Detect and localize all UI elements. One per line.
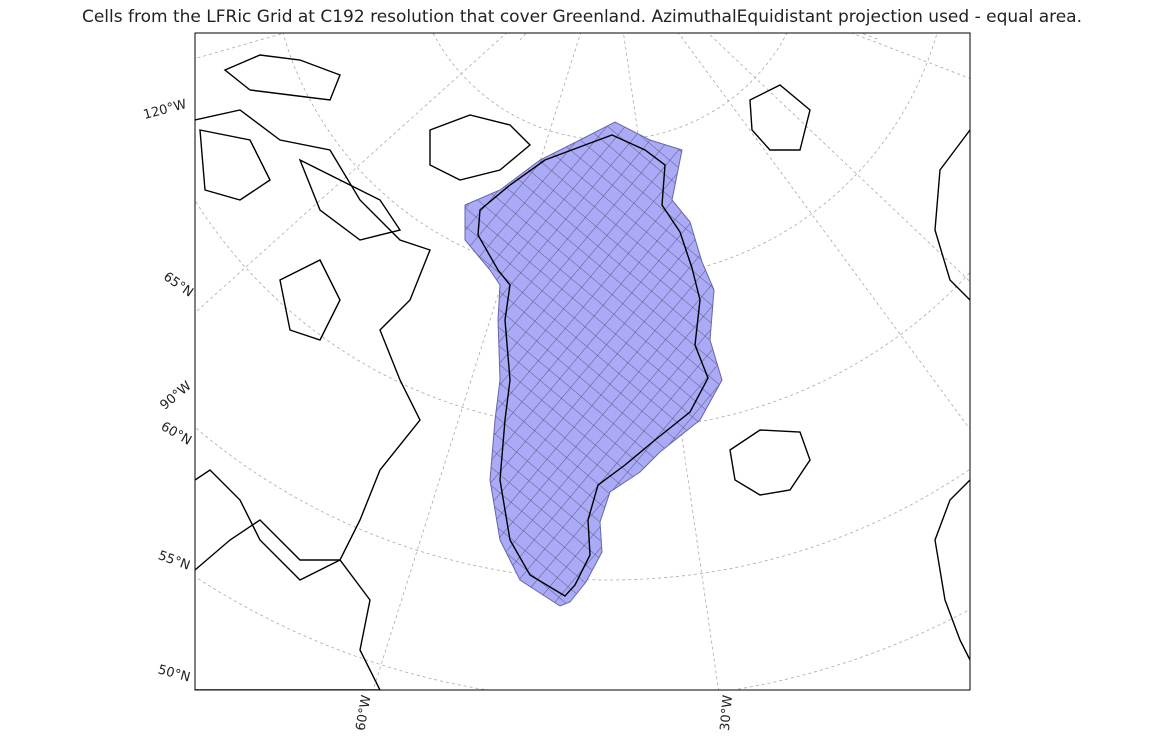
map-frame: [194, 32, 971, 691]
greenland-coast: [477, 134, 709, 597]
graticule-label: 50°N: [156, 663, 192, 686]
greenland-cells: [464, 121, 723, 607]
graticule-label: 90°W: [157, 379, 194, 414]
graticule-label: 30°W: [718, 694, 736, 731]
graticule-label: 65°N: [160, 269, 195, 300]
map-title: Cells from the LFRic Grid at C192 resolu…: [82, 7, 1082, 27]
graticule-label: 60°N: [158, 419, 194, 448]
graticule-label: 55°N: [156, 548, 192, 573]
graticule-label: 60°W: [353, 694, 374, 732]
map-area: [195, 33, 970, 690]
coastlines: [195, 54, 970, 690]
graticule-label: 120°W: [142, 97, 189, 123]
